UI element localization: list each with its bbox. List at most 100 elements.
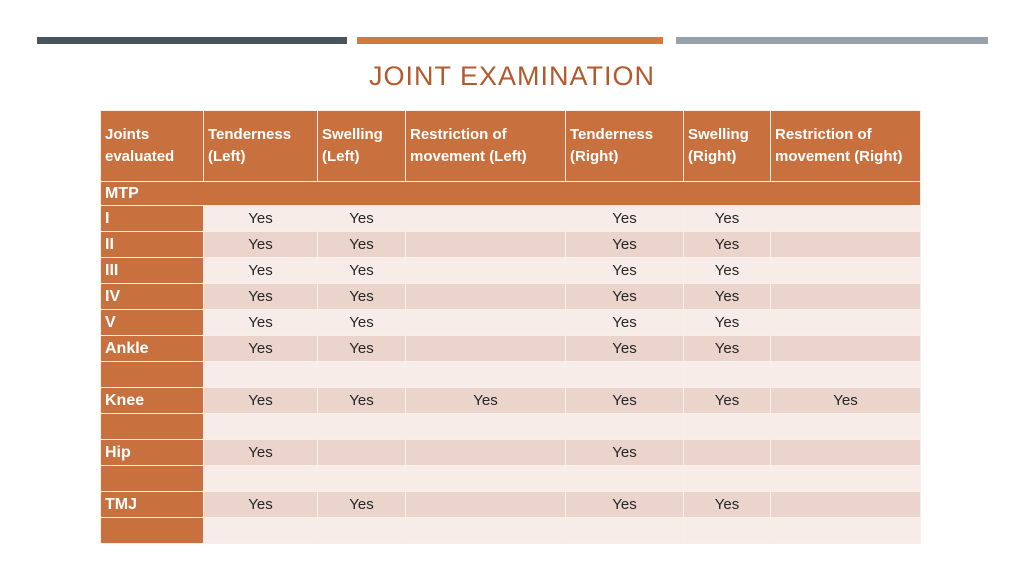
- value-cell: [317, 361, 406, 388]
- value-cell: Yes: [203, 231, 318, 258]
- table-row: III Yes Yes Yes Yes: [100, 257, 921, 284]
- value-cell: [770, 335, 921, 362]
- accent-bar-dark: [37, 37, 347, 44]
- value-cell: Yes: [683, 387, 771, 414]
- value-cell: Yes: [565, 387, 684, 414]
- joint-cell: II: [100, 231, 204, 258]
- table-row: V Yes Yes Yes Yes: [100, 309, 921, 336]
- spacer-row: [100, 361, 921, 388]
- joint-cell: V: [100, 309, 204, 336]
- col-header-swelling-right: Swelling (Right): [683, 110, 771, 182]
- joint-cell: Hip: [100, 439, 204, 466]
- value-cell: Yes: [683, 491, 771, 518]
- accent-bar-gray: [676, 37, 988, 44]
- value-cell: Yes: [317, 309, 406, 336]
- value-cell: Yes: [317, 205, 406, 232]
- spacer-row: [100, 413, 921, 440]
- value-cell: [405, 517, 566, 544]
- value-cell: Yes: [565, 205, 684, 232]
- value-cell: [203, 517, 318, 544]
- value-cell: [317, 517, 406, 544]
- value-cell: Yes: [565, 309, 684, 336]
- joint-examination-table: Joints evaluated Tenderness (Left) Swell…: [100, 110, 921, 544]
- value-cell: [565, 413, 684, 440]
- col-header-tenderness-left: Tenderness (Left): [203, 110, 318, 182]
- joint-cell: [100, 413, 204, 440]
- value-cell: [770, 439, 921, 466]
- value-cell: [317, 413, 406, 440]
- value-cell: Yes: [565, 439, 684, 466]
- value-cell: Yes: [203, 309, 318, 336]
- value-cell: [405, 361, 566, 388]
- value-cell: [405, 413, 566, 440]
- value-cell: Yes: [565, 491, 684, 518]
- col-header-restriction-left: Restriction of movement (Left): [405, 110, 566, 182]
- value-cell: Yes: [565, 231, 684, 258]
- value-cell: [770, 231, 921, 258]
- value-cell: [770, 257, 921, 284]
- joint-cell: [100, 517, 204, 544]
- value-cell: Yes: [203, 335, 318, 362]
- value-cell: [770, 205, 921, 232]
- value-cell: [405, 491, 566, 518]
- value-cell: [405, 465, 566, 492]
- value-cell: [203, 413, 318, 440]
- value-cell: Yes: [203, 439, 318, 466]
- table-row: II Yes Yes Yes Yes: [100, 231, 921, 258]
- value-cell: Yes: [317, 335, 406, 362]
- value-cell: Yes: [683, 257, 771, 284]
- col-header-swelling-left: Swelling (Left): [317, 110, 406, 182]
- value-cell: [770, 413, 921, 440]
- value-cell: [770, 283, 921, 310]
- value-cell: Yes: [203, 283, 318, 310]
- value-cell: Yes: [203, 491, 318, 518]
- value-cell: [565, 465, 684, 492]
- value-cell: Yes: [565, 257, 684, 284]
- value-cell: [405, 439, 566, 466]
- joint-cell: Ankle: [100, 335, 204, 362]
- value-cell: [317, 439, 406, 466]
- joint-cell: IV: [100, 283, 204, 310]
- value-cell: [405, 257, 566, 284]
- value-cell: [770, 309, 921, 336]
- table-row: IV Yes Yes Yes Yes: [100, 283, 921, 310]
- value-cell: [405, 283, 566, 310]
- value-cell: Yes: [405, 387, 566, 414]
- value-cell: [770, 465, 921, 492]
- spacer-row: [100, 465, 921, 492]
- value-cell: Yes: [317, 387, 406, 414]
- value-cell: [683, 413, 771, 440]
- table-row: Ankle Yes Yes Yes Yes: [100, 335, 921, 362]
- table-row: TMJ Yes Yes Yes Yes: [100, 491, 921, 518]
- table-row: Knee Yes Yes Yes Yes Yes Yes: [100, 387, 921, 414]
- value-cell: [565, 361, 684, 388]
- value-cell: [683, 517, 771, 544]
- value-cell: [203, 465, 318, 492]
- value-cell: [405, 309, 566, 336]
- value-cell: Yes: [203, 387, 318, 414]
- value-cell: Yes: [683, 205, 771, 232]
- value-cell: Yes: [565, 335, 684, 362]
- value-cell: Yes: [683, 335, 771, 362]
- value-cell: Yes: [683, 309, 771, 336]
- joint-cell: Knee: [100, 387, 204, 414]
- value-cell: Yes: [565, 283, 684, 310]
- joint-cell: TMJ: [100, 491, 204, 518]
- value-cell: Yes: [683, 231, 771, 258]
- section-label: MTP: [100, 181, 921, 206]
- joint-cell: I: [100, 205, 204, 232]
- joint-cell: [100, 361, 204, 388]
- value-cell: Yes: [317, 491, 406, 518]
- value-cell: [770, 361, 921, 388]
- slide-title: JOINT EXAMINATION: [368, 61, 656, 91]
- value-cell: Yes: [317, 231, 406, 258]
- value-cell: [683, 439, 771, 466]
- col-header-restriction-right: Restriction of movement (Right): [770, 110, 921, 182]
- value-cell: Yes: [317, 283, 406, 310]
- value-cell: Yes: [770, 387, 921, 414]
- joint-cell: [100, 465, 204, 492]
- value-cell: [405, 335, 566, 362]
- value-cell: [565, 517, 684, 544]
- value-cell: [770, 491, 921, 518]
